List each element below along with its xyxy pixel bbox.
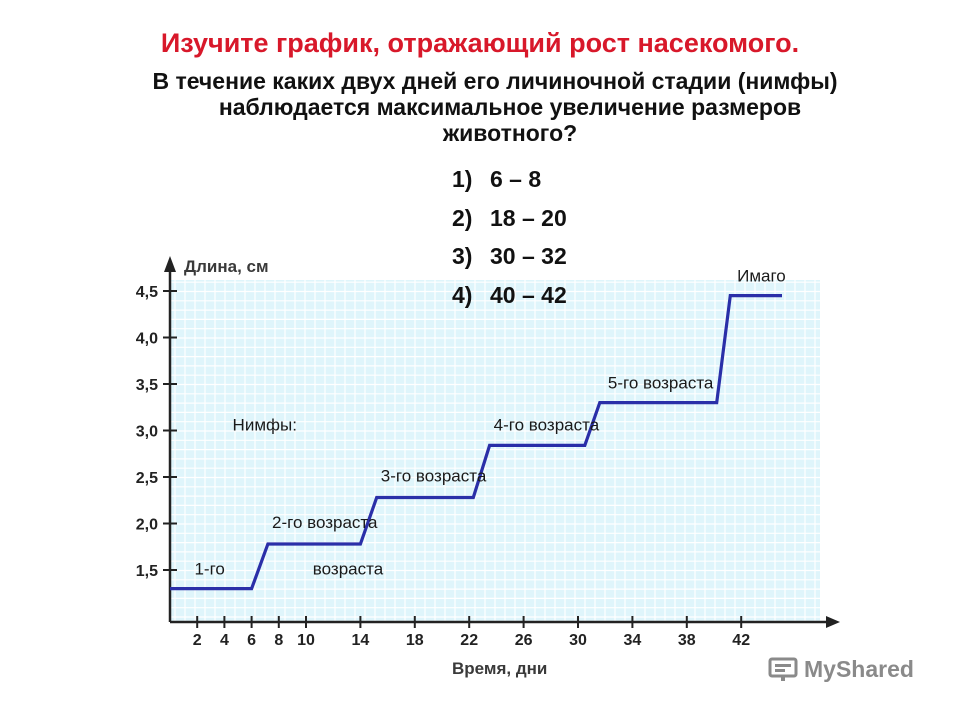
answer-number: 2) — [452, 204, 473, 231]
y-axis-arrow — [164, 256, 176, 272]
x-tick-label: 8 — [274, 632, 283, 649]
x-tick-label: 42 — [732, 632, 750, 649]
chart-grid — [170, 280, 820, 622]
y-tick-label: 1,5 — [136, 563, 158, 580]
y-axis-label: Длина, см — [184, 257, 269, 276]
answer-number: 1) — [452, 166, 473, 192]
x-tick-label: 2 — [193, 632, 202, 649]
watermark: MyShared — [768, 656, 914, 683]
x-tick-label: 14 — [352, 632, 370, 649]
x-tick-label: 34 — [624, 632, 642, 649]
stage-label: 3-го возраста — [381, 467, 487, 486]
stage-label: 1-го — [194, 560, 224, 579]
x-tick-label: 10 — [297, 632, 315, 649]
answer-option-1[interactable]: 1) 6 – 8 — [452, 163, 567, 202]
answer-option-3[interactable]: 3) 30 – 32 — [452, 240, 567, 279]
stage-label: 5-го возраста — [608, 374, 714, 393]
x-tick-label: 18 — [406, 632, 424, 649]
chart-ticks: 2 4 6 8 10 14 18 22 26 30 34 38 42 1,5 2,0 2,5 3,0 3,5 4,0… — [136, 284, 750, 649]
x-tick-label: 26 — [515, 632, 533, 649]
y-tick-label: 4,5 — [136, 284, 158, 301]
chart-axes — [164, 256, 840, 628]
y-tick-label: 2,5 — [136, 470, 158, 487]
answer-list: 1) 6 – 8 2) 18 – 20 3) 30 – 32 4) 40 – 42 — [452, 163, 567, 317]
answer-text: 6 – 8 — [490, 166, 542, 192]
y-tick-label: 2,0 — [136, 517, 158, 534]
stage-label: 4-го возраста — [494, 416, 600, 435]
y-tick-label: 3,0 — [136, 424, 158, 441]
answer-number: 3) — [452, 243, 473, 269]
answer-option-4[interactable]: 4) 40 – 42 — [452, 279, 567, 318]
question-line-3: животного? — [442, 120, 578, 146]
y-tick-label: 4,0 — [136, 331, 158, 348]
answer-text: 18 – 20 — [490, 204, 567, 231]
answer-text: 30 – 32 — [490, 243, 567, 269]
presentation-icon — [768, 657, 798, 681]
x-tick-label: 38 — [678, 632, 696, 649]
x-tick-label: 22 — [460, 632, 478, 649]
page-title: Изучите график, отражающий рост насекомо… — [160, 28, 800, 58]
answer-number: 4) — [452, 281, 473, 308]
x-tick-label: 4 — [220, 632, 229, 649]
watermark-text: MyShared — [804, 656, 914, 682]
y-tick-label: 3,5 — [136, 377, 158, 394]
answer-option-2[interactable]: 2) 18 – 20 — [452, 202, 567, 241]
answer-text: 40 – 42 — [490, 281, 567, 308]
x-tick-label: 30 — [569, 632, 587, 649]
stage-label: Имаго — [737, 267, 786, 286]
x-tick-label: 6 — [247, 632, 256, 649]
growth-line — [170, 294, 782, 591]
x-axis-label: Время, дни — [452, 659, 547, 678]
chart-annotations: Нимфы: 1-го возраста 2-го возраста 3-го возр… — [194, 267, 785, 579]
stage-label: Нимфы: — [233, 416, 297, 435]
x-axis-arrow — [826, 616, 840, 628]
chart-series — [170, 294, 782, 591]
question-line-1: В течение каких двух дней его личиночной… — [152, 68, 838, 94]
stage-label: 2-го возраста — [272, 513, 378, 532]
stage-label: возраста — [313, 560, 384, 579]
question-line-2: наблюдается максимальное увеличение разм… — [218, 94, 802, 120]
